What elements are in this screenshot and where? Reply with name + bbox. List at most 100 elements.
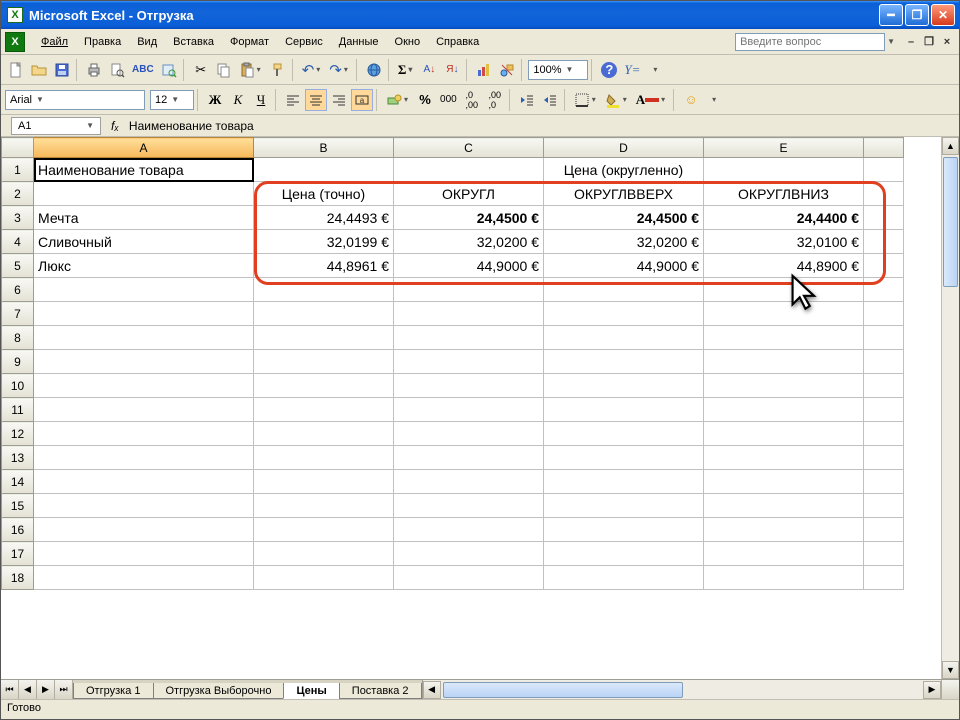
col-header-A[interactable]: A — [34, 138, 254, 158]
italic-button[interactable]: К — [227, 89, 249, 111]
comma-button[interactable]: 000 — [437, 89, 460, 111]
cell-C13[interactable] — [394, 446, 544, 470]
scroll-right-button[interactable]: ▶ — [923, 681, 941, 699]
cell-B6[interactable] — [254, 278, 394, 302]
cell-F10[interactable] — [864, 374, 904, 398]
font-name-combo[interactable]: Arial▼ — [5, 90, 145, 110]
cell-B13[interactable] — [254, 446, 394, 470]
menu-file[interactable]: Файл — [33, 33, 76, 51]
chart-wizard-button[interactable] — [473, 59, 495, 81]
cell-F9[interactable] — [864, 350, 904, 374]
cell-E17[interactable] — [704, 542, 864, 566]
cell-C14[interactable] — [394, 470, 544, 494]
cell-E10[interactable] — [704, 374, 864, 398]
cell-C16[interactable] — [394, 518, 544, 542]
cell-F11[interactable] — [864, 398, 904, 422]
cell-D6[interactable] — [544, 278, 704, 302]
cell-C2[interactable]: ОКРУГЛ — [394, 182, 544, 206]
cell-C18[interactable] — [394, 566, 544, 590]
cell-B16[interactable] — [254, 518, 394, 542]
cell-E5[interactable]: 44,8900 € — [704, 254, 864, 278]
cell-F14[interactable] — [864, 470, 904, 494]
open-file-button[interactable] — [28, 59, 50, 81]
cell-A12[interactable] — [34, 422, 254, 446]
row-header[interactable]: 8 — [2, 326, 34, 350]
cell-D7[interactable] — [544, 302, 704, 326]
vertical-scrollbar[interactable]: ▲ ▼ — [941, 137, 959, 679]
sheet-tab[interactable]: Цены — [283, 683, 339, 699]
cell-B9[interactable] — [254, 350, 394, 374]
col-header-B[interactable]: B — [254, 138, 394, 158]
cell-C8[interactable] — [394, 326, 544, 350]
increase-decimal-button[interactable]: ,0,00 — [461, 89, 483, 111]
format-painter-button[interactable] — [267, 59, 289, 81]
ask-question-input[interactable] — [735, 33, 885, 51]
cell-C1[interactable] — [394, 158, 544, 182]
row-header[interactable]: 7 — [2, 302, 34, 326]
menu-help[interactable]: Справка — [428, 33, 487, 51]
cell-D2[interactable]: ОКРУГЛВВЕРХ — [544, 182, 704, 206]
col-header-D[interactable]: D — [544, 138, 704, 158]
cell-F8[interactable] — [864, 326, 904, 350]
align-left-button[interactable] — [282, 89, 304, 111]
cell-D1[interactable]: Цена (округленно) — [544, 158, 704, 182]
paste-button[interactable]: ▾ — [236, 59, 266, 81]
row-header[interactable]: 3 — [2, 206, 34, 230]
cell-A6[interactable] — [34, 278, 254, 302]
horizontal-scrollbar[interactable]: ◀ ▶ — [422, 680, 941, 699]
cell-C10[interactable] — [394, 374, 544, 398]
print-button[interactable] — [83, 59, 105, 81]
cell-A10[interactable] — [34, 374, 254, 398]
fill-color-button[interactable]: ▾ — [602, 89, 632, 111]
research-button[interactable] — [158, 59, 180, 81]
borders-button[interactable]: ▾ — [571, 89, 601, 111]
font-color-button[interactable]: A▾ — [633, 89, 670, 111]
maximize-button[interactable]: ❐ — [905, 4, 929, 26]
cell-A3[interactable]: Мечта — [34, 206, 254, 230]
cell-D15[interactable] — [544, 494, 704, 518]
cell-D10[interactable] — [544, 374, 704, 398]
tab-nav-last[interactable]: ⏭ — [55, 680, 73, 699]
sheet-tab[interactable]: Отгрузка Выборочно — [153, 683, 285, 699]
cell-E12[interactable] — [704, 422, 864, 446]
cell-B7[interactable] — [254, 302, 394, 326]
cell-D5[interactable]: 44,9000 € — [544, 254, 704, 278]
row-header[interactable]: 16 — [2, 518, 34, 542]
percent-button[interactable]: % — [414, 89, 436, 111]
row-header[interactable]: 15 — [2, 494, 34, 518]
cell-D4[interactable]: 32,0200 € — [544, 230, 704, 254]
cell-F1[interactable] — [864, 158, 904, 182]
cell-E7[interactable] — [704, 302, 864, 326]
cell-D14[interactable] — [544, 470, 704, 494]
hscroll-thumb[interactable] — [443, 682, 683, 698]
doc-close-button[interactable]: × — [939, 35, 955, 49]
name-box[interactable]: A1▼ — [11, 117, 101, 135]
menu-window[interactable]: Окно — [387, 33, 429, 51]
cell-B1[interactable] — [254, 158, 394, 182]
undo-button[interactable]: ↶▾ — [299, 59, 326, 81]
excel-logo-icon[interactable]: X — [5, 32, 25, 52]
ask-dropdown-icon[interactable]: ▼ — [885, 37, 897, 46]
formula-input[interactable]: Наименование товара — [129, 119, 959, 133]
cell-A1[interactable]: Наименование товара — [34, 158, 254, 182]
cell-D8[interactable] — [544, 326, 704, 350]
doc-minimize-button[interactable]: – — [903, 35, 919, 49]
cell-E15[interactable] — [704, 494, 864, 518]
row-header[interactable]: 10 — [2, 374, 34, 398]
align-right-button[interactable] — [328, 89, 350, 111]
cell-F13[interactable] — [864, 446, 904, 470]
cell-F6[interactable] — [864, 278, 904, 302]
merge-center-button[interactable]: a — [351, 89, 373, 111]
menu-edit[interactable]: Правка — [76, 33, 129, 51]
row-header[interactable]: 18 — [2, 566, 34, 590]
cell-F16[interactable] — [864, 518, 904, 542]
scroll-up-button[interactable]: ▲ — [942, 137, 959, 155]
scroll-left-button[interactable]: ◀ — [423, 681, 441, 699]
cell-C12[interactable] — [394, 422, 544, 446]
cell-C17[interactable] — [394, 542, 544, 566]
vscroll-thumb[interactable] — [943, 157, 958, 287]
row-header[interactable]: 11 — [2, 398, 34, 422]
row-header[interactable]: 9 — [2, 350, 34, 374]
cell-E9[interactable] — [704, 350, 864, 374]
cell-A7[interactable] — [34, 302, 254, 326]
